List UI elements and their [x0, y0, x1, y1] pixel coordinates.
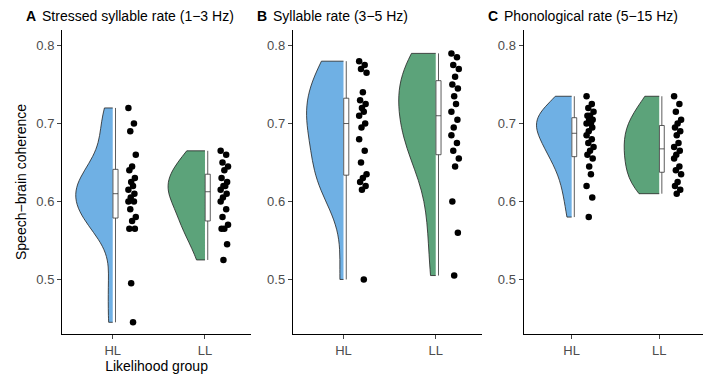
svg-text:LL: LL — [428, 343, 442, 358]
svg-text:LL: LL — [652, 343, 666, 358]
svg-text:0.7: 0.7 — [36, 116, 54, 131]
svg-text:0.8: 0.8 — [267, 38, 285, 53]
svg-text:Speech−brain coherence: Speech−brain coherence — [13, 104, 29, 260]
svg-text:C: C — [488, 8, 498, 24]
svg-text:0.7: 0.7 — [498, 116, 516, 131]
svg-text:0.6: 0.6 — [267, 194, 285, 209]
svg-text:Stressed syllable rate (1−3 Hz: Stressed syllable rate (1−3 Hz) — [42, 8, 234, 24]
svg-text:0.8: 0.8 — [498, 38, 516, 53]
svg-text:Phonological rate (5−15 Hz): Phonological rate (5−15 Hz) — [504, 8, 678, 24]
svg-text:0.6: 0.6 — [498, 194, 516, 209]
svg-text:LL: LL — [198, 343, 212, 358]
svg-text:HL: HL — [563, 343, 580, 358]
svg-text:B: B — [257, 8, 267, 24]
svg-text:HL: HL — [104, 343, 121, 358]
svg-text:0.6: 0.6 — [36, 194, 54, 209]
svg-text:Likelihood group: Likelihood group — [105, 358, 208, 374]
svg-text:0.5: 0.5 — [36, 272, 54, 287]
svg-text:0.5: 0.5 — [267, 272, 285, 287]
svg-text:0.7: 0.7 — [267, 116, 285, 131]
svg-text:Syllable rate (3−5 Hz): Syllable rate (3−5 Hz) — [273, 8, 408, 24]
svg-text:A: A — [26, 8, 36, 24]
svg-text:HL: HL — [335, 343, 352, 358]
svg-text:0.8: 0.8 — [36, 38, 54, 53]
svg-text:0.5: 0.5 — [498, 272, 516, 287]
